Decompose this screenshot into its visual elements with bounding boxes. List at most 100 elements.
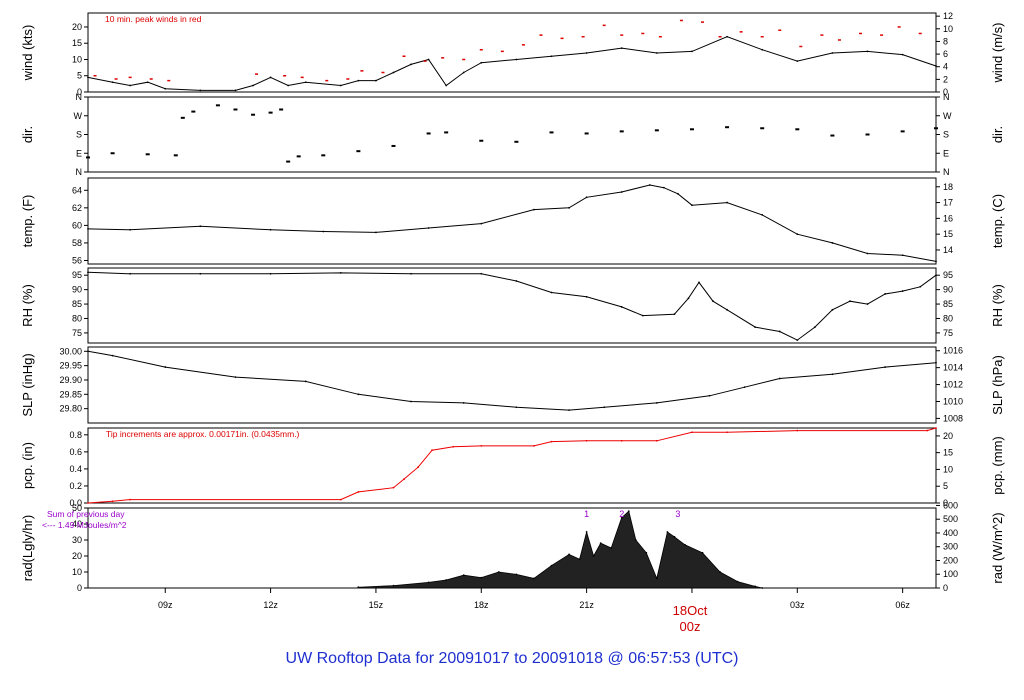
left-axis-title: wind (kts) bbox=[20, 25, 35, 82]
data-point-precipitation bbox=[620, 439, 623, 442]
data-point-wind bbox=[585, 52, 588, 54]
time-tick-label: 21z bbox=[579, 600, 594, 610]
left-tick-label: 58 bbox=[72, 238, 82, 248]
data-point-radiation bbox=[462, 574, 465, 577]
left-tick-label: 0.0 bbox=[69, 498, 82, 508]
left-tick-label: 40 bbox=[72, 519, 82, 529]
data-point-humidity bbox=[778, 330, 781, 333]
data-point-wind bbox=[761, 48, 764, 51]
data-point-wind bbox=[392, 71, 395, 74]
data-point-wind bbox=[87, 76, 89, 79]
right-axis-title: temp. (C) bbox=[990, 194, 1005, 248]
data-point-humidity bbox=[831, 308, 834, 311]
peak-wind-marker bbox=[700, 21, 704, 23]
right-tick-label: 0 bbox=[943, 498, 948, 508]
data-point-pressure bbox=[164, 366, 167, 368]
data-point-pressure bbox=[410, 400, 412, 403]
right-tick-label: 600 bbox=[943, 500, 958, 510]
data-point-temperature bbox=[480, 222, 483, 225]
data-point-humidity bbox=[620, 306, 623, 308]
left-tick-label: 85 bbox=[72, 299, 82, 309]
left-tick-label: S bbox=[76, 130, 82, 140]
right-tick-label: 1016 bbox=[943, 346, 963, 356]
peak-wind-marker bbox=[500, 50, 504, 53]
data-point-direction bbox=[391, 144, 396, 147]
panel-frame-direction bbox=[87, 96, 937, 173]
data-point-temperature bbox=[568, 206, 570, 209]
data-point-humidity bbox=[585, 295, 588, 298]
panel-frame-precipitation bbox=[87, 427, 937, 504]
data-point-temperature bbox=[691, 204, 693, 207]
data-point-temperature bbox=[761, 213, 764, 216]
right-tick-label: 18 bbox=[943, 182, 953, 192]
time-tick-label: 09z bbox=[158, 600, 173, 610]
data-point-wind bbox=[339, 84, 342, 87]
data-point-pressure bbox=[111, 354, 114, 357]
data-point-precipitation bbox=[417, 466, 419, 469]
data-point-radiation bbox=[620, 516, 623, 519]
data-point-humidity bbox=[410, 272, 412, 275]
right-tick-label: 20 bbox=[943, 431, 953, 441]
data-point-precipitation bbox=[111, 500, 114, 503]
data-point-humidity bbox=[269, 272, 272, 275]
peak-wind-marker bbox=[539, 34, 543, 36]
panel-frame-humidity bbox=[87, 267, 937, 344]
panel-annotation: Tip increments are approx. 0.00171in. (0… bbox=[106, 429, 300, 439]
right-tick-label: 95 bbox=[943, 270, 953, 280]
panel-frame-wind bbox=[87, 12, 937, 93]
data-point-humidity bbox=[712, 300, 714, 303]
data-point-radiation bbox=[445, 579, 448, 581]
data-point-radiation bbox=[610, 547, 613, 549]
right-tick-label: 300 bbox=[943, 542, 958, 552]
data-point-humidity bbox=[849, 300, 851, 303]
left-tick-label: 62 bbox=[72, 203, 82, 213]
data-point-radiation bbox=[533, 577, 535, 580]
data-point-wind bbox=[726, 35, 728, 38]
data-point-temperature bbox=[427, 227, 430, 229]
peak-wind-marker bbox=[283, 74, 287, 77]
data-point-precipitation bbox=[533, 444, 535, 447]
data-point-direction bbox=[215, 104, 220, 107]
panel-annotation: Sum of previous day bbox=[47, 509, 125, 519]
data-point-radiation bbox=[515, 573, 518, 576]
peak-wind-marker bbox=[581, 35, 585, 38]
series-line-precipitation bbox=[87, 427, 937, 504]
peak-wind-marker bbox=[760, 35, 764, 38]
data-point-direction bbox=[286, 160, 291, 163]
data-point-wind bbox=[375, 79, 377, 82]
data-point-pressure bbox=[743, 386, 746, 389]
right-tick-label: 1014 bbox=[943, 363, 963, 373]
data-point-wind bbox=[620, 47, 623, 50]
data-point-pressure bbox=[357, 393, 360, 396]
data-point-wind bbox=[410, 63, 412, 66]
data-point-temperature bbox=[375, 231, 377, 234]
right-axis-title: wind (m/s) bbox=[990, 23, 1005, 84]
data-point-direction bbox=[233, 108, 238, 111]
data-point-precipitation bbox=[431, 449, 434, 452]
data-point-direction bbox=[549, 131, 554, 134]
data-point-pressure bbox=[935, 361, 937, 364]
data-point-radiation bbox=[497, 571, 500, 573]
data-point-temperature bbox=[585, 196, 588, 199]
data-point-wind bbox=[796, 60, 799, 63]
data-point-direction bbox=[830, 134, 835, 137]
peak-wind-marker bbox=[658, 35, 662, 38]
left-tick-label: 29.95 bbox=[59, 361, 82, 371]
peak-wind-marker bbox=[679, 19, 683, 22]
data-point-direction bbox=[514, 140, 519, 143]
left-tick-label: N bbox=[76, 167, 83, 177]
data-point-precipitation bbox=[926, 429, 929, 432]
data-point-direction bbox=[356, 150, 361, 153]
right-axis-title: pcp. (mm) bbox=[990, 436, 1005, 495]
left-tick-label: 60 bbox=[72, 220, 82, 230]
left-tick-label: N bbox=[76, 92, 83, 102]
right-tick-label: 0 bbox=[943, 87, 948, 97]
right-tick-label: 14 bbox=[943, 245, 953, 255]
left-tick-label: 0.8 bbox=[69, 430, 82, 440]
data-point-direction bbox=[191, 110, 196, 113]
data-point-radiation bbox=[701, 551, 704, 554]
data-point-wind bbox=[462, 71, 465, 74]
data-point-temperature bbox=[269, 228, 272, 231]
data-point-wind bbox=[252, 84, 254, 87]
left-tick-label: 20 bbox=[72, 22, 82, 32]
